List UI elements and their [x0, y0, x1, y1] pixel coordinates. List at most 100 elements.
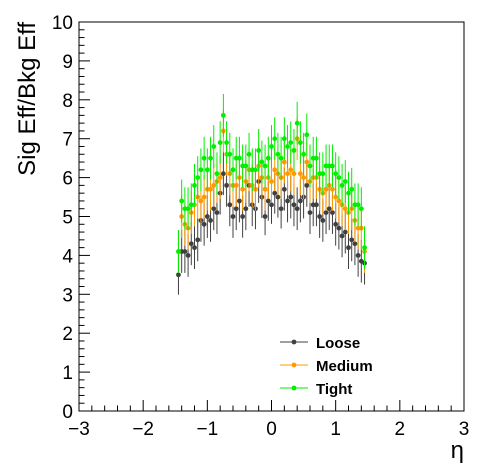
data-point	[259, 159, 265, 165]
data-point	[355, 202, 361, 208]
data-point	[304, 182, 310, 188]
data-point	[346, 245, 351, 251]
data-point	[355, 253, 361, 258]
data-point	[294, 206, 300, 212]
x-tick-label: 3	[459, 419, 470, 440]
data-point	[285, 171, 290, 177]
x-tick-label: 2	[395, 419, 406, 440]
data-point	[192, 245, 197, 251]
data-point	[198, 167, 204, 173]
data-point	[246, 151, 252, 157]
data-point	[211, 182, 217, 188]
data-point	[339, 233, 345, 239]
y-tick-label: 0	[62, 402, 73, 423]
data-point	[342, 206, 348, 212]
data-point	[320, 171, 326, 177]
y-tick-label: 4	[62, 246, 73, 267]
series-layer	[176, 93, 367, 295]
x-tick-label: −3	[68, 419, 90, 440]
data-point	[304, 132, 310, 138]
data-point	[301, 175, 306, 181]
y-tick-label: 5	[62, 208, 73, 229]
data-point	[333, 171, 339, 177]
data-point	[346, 190, 351, 196]
x-tick-label: −2	[132, 419, 154, 440]
data-point	[291, 147, 297, 153]
y-tick-label: 7	[62, 130, 73, 151]
x-tick-label: 1	[330, 419, 341, 440]
data-point	[281, 159, 287, 165]
data-point	[201, 221, 207, 227]
data-point	[198, 198, 204, 204]
data-point	[182, 249, 188, 254]
data-point	[253, 167, 258, 173]
data-point	[192, 182, 197, 188]
data-point	[285, 198, 290, 204]
data-point	[336, 198, 342, 204]
data-point	[336, 225, 342, 231]
data-point	[336, 175, 342, 181]
data-point	[269, 179, 274, 184]
data-point	[323, 210, 329, 216]
data-point	[195, 175, 201, 181]
data-point	[291, 202, 297, 208]
data-point	[358, 206, 364, 212]
data-point	[342, 179, 348, 184]
data-point	[240, 214, 246, 219]
data-point	[188, 241, 194, 247]
y-tick-label: 3	[62, 285, 73, 306]
data-point	[185, 253, 191, 258]
legend-label: Medium	[316, 358, 373, 375]
data-point	[333, 221, 339, 227]
data-point	[243, 163, 249, 169]
data-point	[230, 214, 236, 219]
data-point	[188, 202, 194, 208]
y-tick-label: 9	[62, 52, 73, 73]
data-point	[278, 206, 284, 212]
data-point	[256, 147, 262, 153]
data-point	[265, 155, 271, 161]
ticks-layer: −3 −2 −1 0 1 2 3 0 1 2 3 4 5 6 7 8 9 10	[52, 13, 469, 440]
data-point	[262, 186, 268, 192]
y-tick-label: 8	[62, 91, 73, 112]
data-point	[220, 171, 226, 177]
data-point	[237, 155, 242, 161]
data-point	[201, 155, 207, 161]
data-point	[362, 245, 367, 251]
data-point	[195, 237, 201, 243]
data-point	[237, 198, 242, 204]
data-point	[176, 272, 181, 278]
data-point	[230, 167, 236, 173]
data-point	[272, 136, 278, 142]
y-tick-label: 10	[52, 13, 73, 34]
data-point	[291, 171, 297, 177]
data-point	[307, 163, 313, 169]
x-axis-title: η	[451, 437, 464, 464]
data-point	[208, 217, 213, 223]
legend: Loose Medium Tight	[280, 335, 373, 398]
data-point	[339, 182, 345, 188]
data-point	[330, 210, 335, 216]
data-point	[240, 186, 246, 192]
data-point	[275, 194, 281, 200]
data-point	[211, 144, 217, 149]
data-point	[220, 112, 226, 118]
data-point	[227, 202, 233, 208]
data-point	[269, 202, 274, 208]
data-point	[217, 140, 223, 145]
data-point	[214, 210, 220, 216]
data-point	[265, 198, 271, 204]
data-point	[233, 206, 239, 212]
data-point	[285, 144, 290, 149]
y-tick-label: 6	[62, 169, 73, 190]
data-point	[262, 163, 268, 169]
legend-marker	[291, 339, 297, 345]
data-point	[297, 171, 303, 177]
data-point	[297, 198, 303, 204]
data-point	[217, 175, 223, 181]
data-point	[294, 120, 300, 126]
data-point	[323, 186, 329, 192]
y-tick-label: 1	[62, 363, 73, 384]
data-point	[208, 155, 213, 161]
